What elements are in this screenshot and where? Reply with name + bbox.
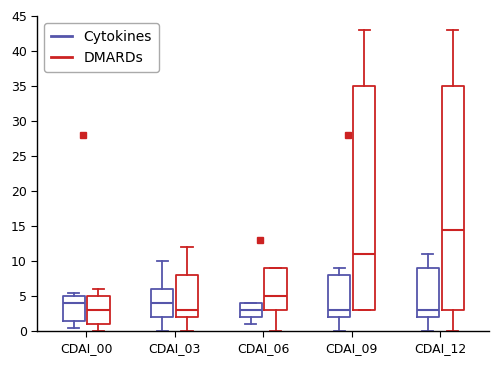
- Legend: Cytokines, DMARDs: Cytokines, DMARDs: [44, 23, 158, 72]
